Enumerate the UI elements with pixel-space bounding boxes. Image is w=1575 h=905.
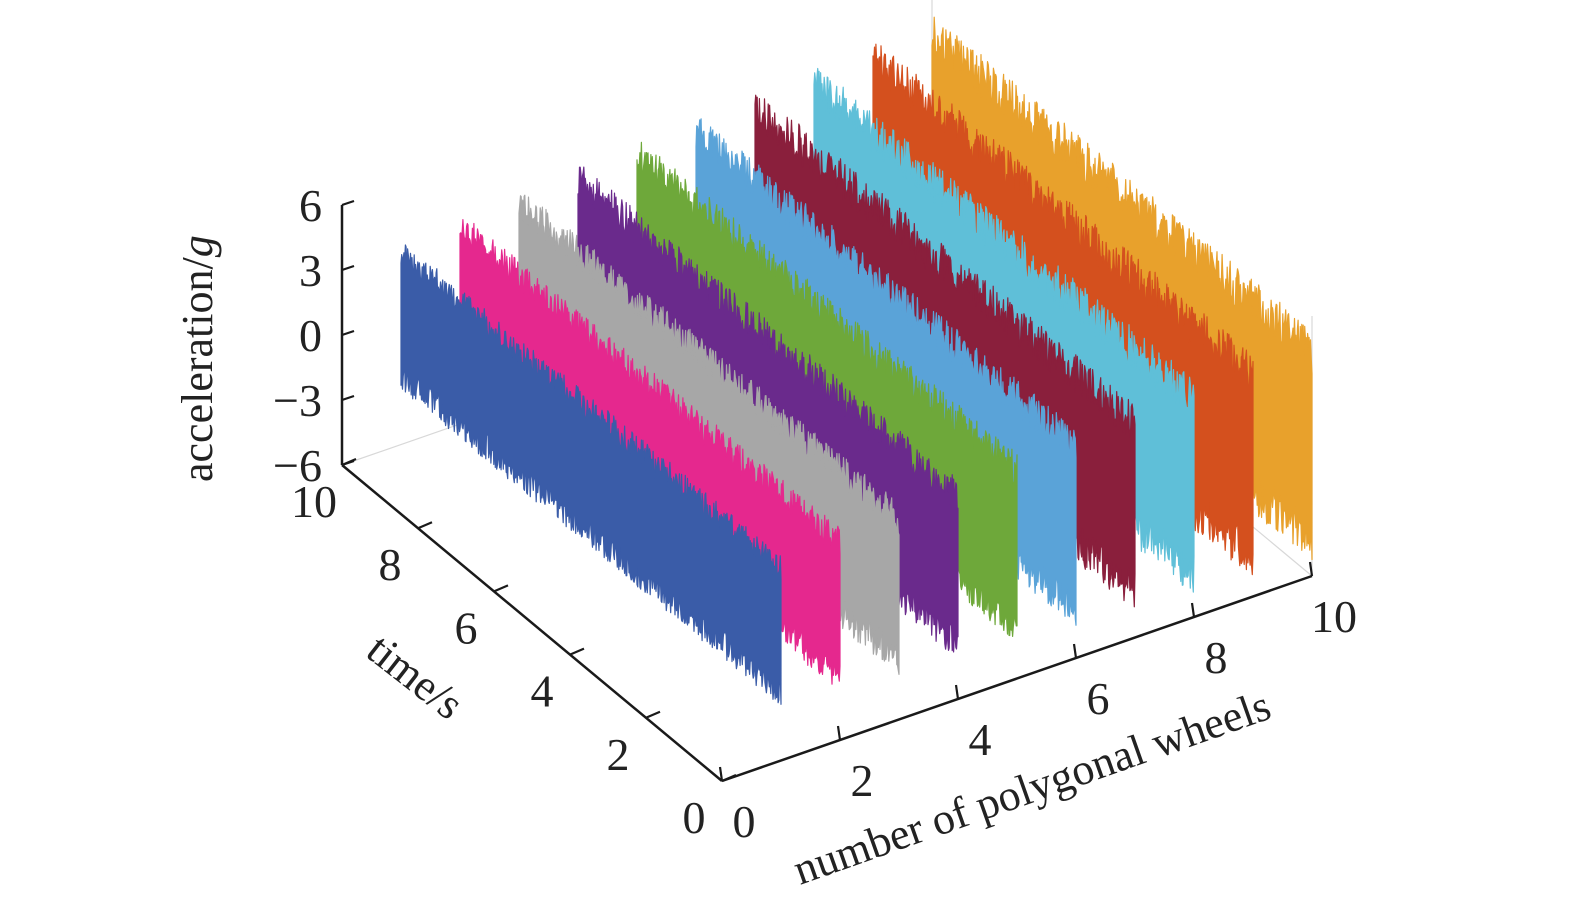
x-tick-label: 2 [851, 755, 874, 806]
z-tick-mark [341, 394, 355, 402]
x-tick-mark [718, 766, 724, 782]
z-tick-label: 0 [299, 310, 322, 361]
y-axis-line [341, 464, 723, 782]
series-band-wheels-1 [400, 244, 782, 705]
x-tick-mark [1308, 561, 1314, 577]
y-tick-label: 6 [455, 602, 478, 653]
z-tick-mark [341, 459, 355, 467]
y-tick-label: 4 [531, 666, 554, 717]
y-tick-label: 10 [291, 476, 337, 527]
z-tick-label: −3 [273, 375, 322, 426]
y-tick-label: 8 [379, 539, 402, 590]
x-tick-label: 10 [1311, 591, 1357, 642]
y-tick-label: 2 [607, 729, 630, 780]
z-axis-title-unit: g [173, 235, 222, 257]
x-tick-mark [1072, 643, 1078, 659]
y-tick-mark [569, 647, 585, 656]
z-tick-label: 6 [299, 180, 322, 231]
x-tick-mark [1190, 602, 1196, 618]
z-tick-mark [341, 264, 355, 272]
z-tick-mark [341, 199, 355, 207]
x-axis-line [721, 574, 1313, 783]
z-tick-label: 3 [299, 245, 322, 296]
y-tick-label: 0 [683, 792, 706, 843]
y-tick-mark [493, 584, 509, 593]
y-tick-mark [721, 773, 737, 783]
series-layer [400, 16, 1313, 705]
z-tick-label: −6 [273, 440, 322, 491]
x-tick-label: 6 [1087, 673, 1110, 724]
x-tick-label: 4 [969, 714, 992, 765]
y-tick-mark [645, 710, 661, 719]
x-tick-mark [954, 684, 960, 700]
z-axis-title: acceleration/g [173, 235, 222, 482]
z-tick-mark [341, 329, 355, 337]
z-axis-title-text: acceleration/ [173, 256, 222, 482]
x-tick-label: 0 [733, 796, 756, 847]
x-tick-mark [836, 725, 842, 741]
y-tick-mark [417, 521, 433, 530]
x-tick-label: 8 [1205, 632, 1228, 683]
